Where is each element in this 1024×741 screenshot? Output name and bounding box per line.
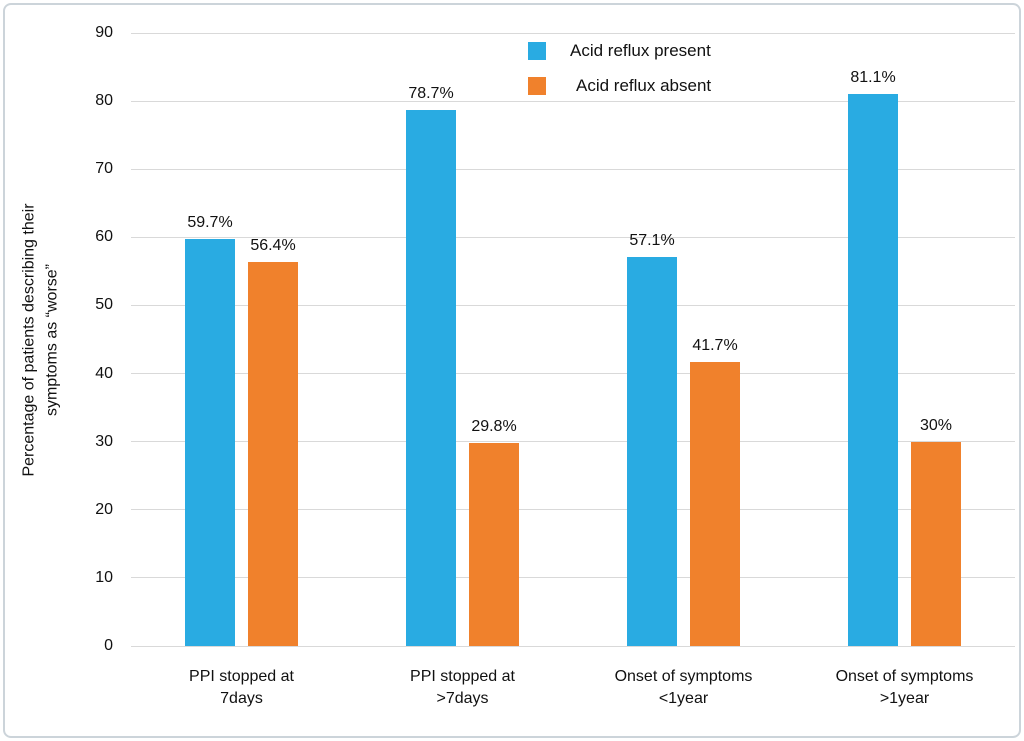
y-axis-title-area: Percentage of patients describing their … (14, 33, 66, 646)
bar-value-label: 41.7% (692, 336, 738, 354)
x-axis-category-label: Onset of symptoms >1year (835, 668, 974, 707)
plot-area: 59.7% 56.4% 78.7% 29.8% 57.1% 41.7% 81.1% 30% (131, 32, 1015, 647)
legend-swatch-absent-icon (528, 77, 546, 95)
bar-value-label: 29.8% (471, 418, 517, 436)
gridline (131, 577, 1015, 579)
legend-swatch-present-icon (528, 42, 546, 60)
legend-item-acid-reflux-present: Acid reflux present (528, 41, 711, 61)
y-tick-label: 50 (95, 296, 113, 314)
y-tick-label: 10 (95, 568, 113, 586)
bar-value-label: 59.7% (187, 214, 233, 232)
legend-label: Acid reflux present (570, 41, 711, 60)
bar-value-label: 30% (919, 416, 953, 434)
bar-acid-reflux-absent (469, 443, 519, 646)
legend-label: Acid reflux absent (576, 76, 712, 95)
x-axis-category-label: PPI stopped at >7days (410, 668, 515, 707)
bar-value-label: 81.1% (850, 68, 896, 86)
gridline (131, 441, 1015, 443)
y-tick-label: 0 (104, 637, 113, 654)
gridline (131, 645, 1015, 647)
gridline (131, 304, 1015, 306)
bar-value-label: 56.4% (250, 236, 296, 254)
y-tick-label: 20 (95, 500, 113, 518)
bar-acid-reflux-absent (248, 261, 298, 646)
y-tick-label: 70 (95, 160, 113, 178)
y-tick-label: 80 (95, 92, 113, 110)
y-tick-label: 90 (95, 24, 113, 41)
legend-item-acid-reflux-absent: Acid reflux absent (528, 76, 711, 96)
bar-acid-reflux-present (406, 109, 456, 646)
bar-acid-reflux-present (627, 257, 677, 646)
gridline (131, 236, 1015, 238)
bar-value-label: 78.7% (408, 84, 454, 102)
y-axis-title: Percentage of patients describing their … (20, 202, 60, 477)
gridline (131, 32, 1015, 34)
chart-figure: Percentage of patients describing their … (3, 3, 1021, 738)
gridline (131, 168, 1015, 170)
y-tick-label: 30 (95, 432, 113, 450)
bar-acid-reflux-present (848, 93, 898, 646)
bar-acid-reflux-absent (690, 361, 740, 646)
y-tick-label: 40 (95, 364, 113, 382)
bar-value-label: 57.1% (629, 232, 675, 250)
x-axis-category-label: PPI stopped at 7days (189, 668, 294, 707)
bar-acid-reflux-absent (911, 441, 961, 646)
gridline (131, 100, 1015, 102)
x-axis-category-label: Onset of symptoms <1year (614, 668, 753, 707)
legend: Acid reflux present Acid reflux absent (528, 41, 711, 96)
y-tick-label: 60 (95, 228, 113, 246)
gridline (131, 373, 1015, 375)
gridline (131, 509, 1015, 511)
bar-acid-reflux-present (185, 239, 235, 646)
